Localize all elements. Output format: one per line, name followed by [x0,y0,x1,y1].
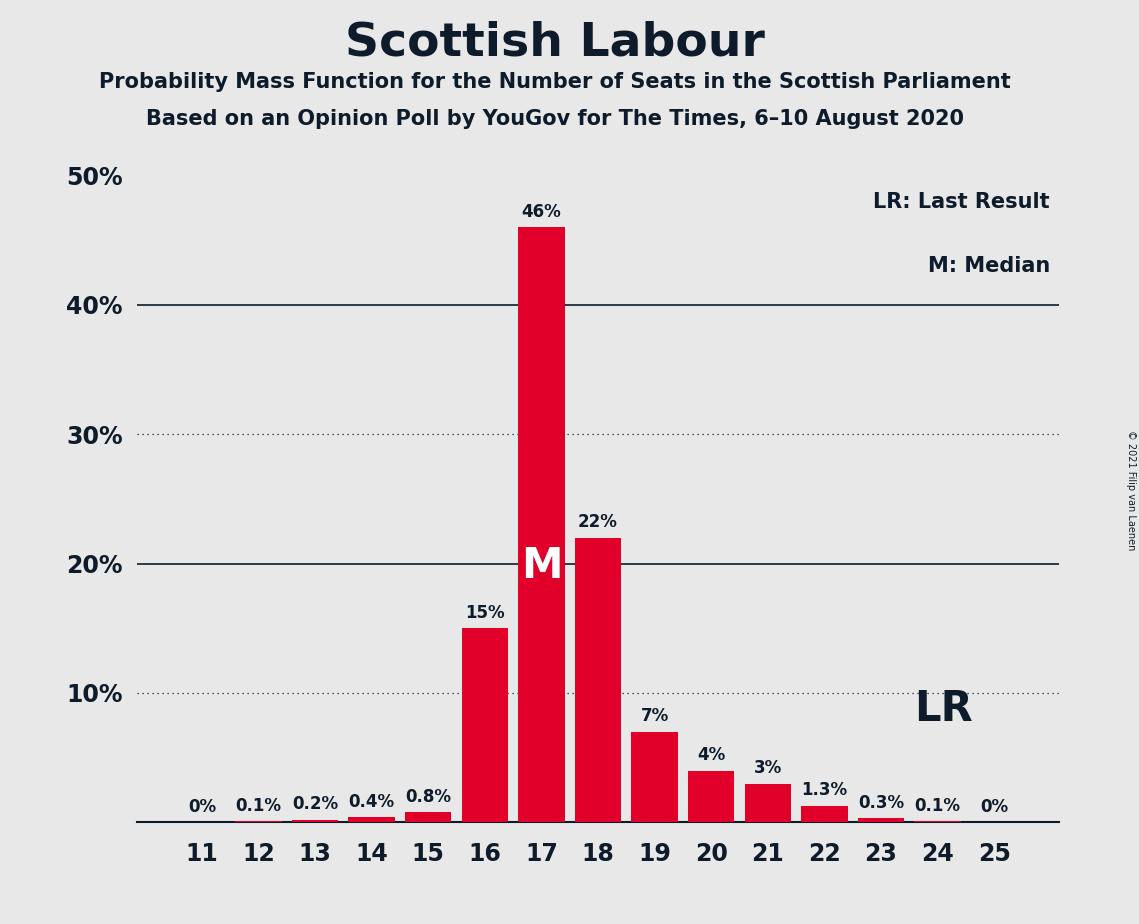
Text: 7%: 7% [640,708,669,725]
Bar [461,628,508,822]
Text: LR: LR [915,688,974,730]
Text: 0.3%: 0.3% [858,794,904,812]
Text: Probability Mass Function for the Number of Seats in the Scottish Parliament: Probability Mass Function for the Number… [99,72,1010,92]
Bar [915,821,960,822]
Bar [575,538,621,822]
Bar [801,806,847,822]
Text: Based on an Opinion Poll by YouGov for The Times, 6–10 August 2020: Based on an Opinion Poll by YouGov for T… [146,109,964,129]
Text: 0.2%: 0.2% [292,796,338,813]
Bar [688,771,735,822]
Text: 1.3%: 1.3% [802,781,847,799]
Text: 46%: 46% [522,203,562,221]
Text: LR: Last Result: LR: Last Result [874,192,1050,212]
Text: 4%: 4% [697,747,726,764]
Text: © 2021 Filip van Laenen: © 2021 Filip van Laenen [1126,430,1136,550]
Text: 0%: 0% [188,798,216,816]
Bar [292,820,338,822]
Text: 0%: 0% [980,798,1008,816]
Bar [631,732,678,822]
Text: 0.1%: 0.1% [236,796,281,815]
Bar [745,784,790,822]
Text: 22%: 22% [577,514,618,531]
Text: M: M [521,545,563,588]
Text: Scottish Labour: Scottish Labour [345,20,764,66]
Bar [349,817,395,822]
Bar [405,812,451,822]
Bar [236,821,281,822]
Text: 15%: 15% [465,604,505,622]
Text: 0.1%: 0.1% [915,796,960,815]
Text: 0.4%: 0.4% [349,793,394,810]
Bar [518,227,565,822]
Text: 3%: 3% [754,760,781,777]
Text: 0.8%: 0.8% [405,787,451,806]
Text: M: Median: M: Median [928,257,1050,276]
Bar [858,819,904,822]
